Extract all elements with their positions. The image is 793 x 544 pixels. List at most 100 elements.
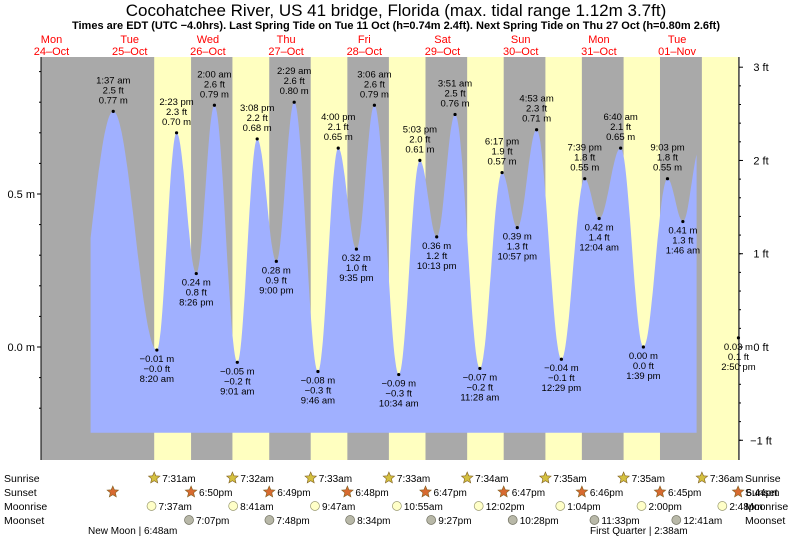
tide-labels: 1:37 am2.5 ft0.77 m−0.01 m−0.0 ft8:20 am… bbox=[96, 66, 756, 409]
tide-ft-label: 2.1 ft bbox=[328, 122, 349, 133]
tide-m-label: 0.55 m bbox=[653, 163, 682, 174]
sunrise-time-label: 7:36am bbox=[710, 474, 743, 485]
moonrise-icon bbox=[146, 501, 157, 511]
sunset-time-label: 6:45pm bbox=[668, 488, 701, 499]
tide-time-label: 1:46 am bbox=[666, 246, 700, 257]
tide-ft-label: −0.0 ft bbox=[143, 364, 170, 375]
day-weekday-label: Mon bbox=[41, 34, 62, 46]
tide-time-label: 6:40 am bbox=[603, 112, 637, 123]
day-weekday-label: Wed bbox=[197, 34, 219, 46]
tide-ft-label: 1.2 ft bbox=[426, 251, 447, 262]
left-axis-tick-label: 0.5 m bbox=[7, 189, 35, 201]
tide-point bbox=[372, 103, 377, 107]
tide-time-label: 12:29 pm bbox=[542, 383, 582, 394]
tide-m-label: 0.39 m bbox=[503, 232, 532, 243]
sunset-time-label: 6:47pm bbox=[433, 488, 466, 499]
tide-ft-label: 2.2 ft bbox=[247, 113, 268, 124]
moonrise-time-label: 7:37am bbox=[159, 502, 192, 513]
moonset-row-label-right: Moonset bbox=[745, 515, 785, 527]
tide-time-label: 3:08 pm bbox=[240, 103, 274, 114]
tide-ft-label: 0.8 ft bbox=[186, 288, 207, 299]
tide-time-label: 8:20 am bbox=[140, 374, 174, 385]
tide-ft-label: 1.9 ft bbox=[491, 147, 512, 158]
sunset-row-label-right: Sunset bbox=[745, 487, 778, 499]
sunrise-time-label: 7:32am bbox=[240, 474, 273, 485]
tide-point bbox=[418, 158, 422, 162]
sunrise-icon bbox=[225, 471, 239, 484]
sunrise-time-label: 7:34am bbox=[475, 474, 508, 485]
tide-point bbox=[500, 170, 504, 175]
sunrise-icon bbox=[538, 471, 552, 484]
tide-time-label: 9:46 am bbox=[301, 395, 335, 406]
moonrise-icon bbox=[392, 501, 402, 511]
tide-point bbox=[736, 336, 741, 340]
sunset-icon bbox=[106, 485, 120, 498]
moonset-icon bbox=[184, 515, 194, 525]
tide-time-label: 9:01 am bbox=[220, 386, 254, 397]
sunrise-icon bbox=[460, 471, 474, 484]
tide-m-label: 0.57 m bbox=[488, 157, 517, 168]
tide-point bbox=[292, 100, 296, 104]
sunset-time-label: 6:48pm bbox=[355, 488, 388, 499]
tide-m-label: 0.32 m bbox=[342, 253, 371, 264]
tide-m-label: 0.28 m bbox=[262, 265, 291, 276]
tide-time-label: 2:50 pm bbox=[721, 362, 755, 373]
tide-time-label: 1:39 pm bbox=[626, 371, 660, 382]
tide-m-label: 0.68 m bbox=[243, 123, 272, 134]
sunset-time-label: 6:44pm bbox=[746, 488, 779, 499]
sunset-row-label-left: Sunset bbox=[4, 487, 37, 499]
tide-m-label: 0.55 m bbox=[570, 163, 599, 174]
tide-point bbox=[619, 146, 623, 150]
tide-point bbox=[559, 357, 563, 361]
moonrise-time-label: 8:41am bbox=[240, 502, 273, 513]
tide-time-label: 10:34 am bbox=[379, 399, 419, 410]
tide-time-label: 9:35 pm bbox=[339, 273, 373, 284]
tide-m-label: 0.65 m bbox=[324, 132, 353, 143]
tide-ft-label: −0.3 ft bbox=[305, 385, 332, 396]
sunrise-icon bbox=[695, 471, 709, 484]
sunset-icon bbox=[262, 485, 276, 498]
tide-time-label: 9:03 pm bbox=[650, 143, 684, 154]
tide-time-label: 4:00 pm bbox=[321, 112, 355, 123]
chart-subtitle: Times are EDT (UTC −4.0hrs). Last Spring… bbox=[72, 20, 720, 32]
tide-m-label: 0.24 m bbox=[182, 278, 211, 289]
day-date-label: 25–Oct bbox=[112, 46, 147, 58]
sunrise-icon bbox=[147, 471, 161, 484]
tide-m-label: 0.36 m bbox=[422, 241, 451, 252]
day-weekday-label: Tue bbox=[668, 34, 687, 46]
moonrise-icon bbox=[310, 501, 320, 511]
tide-m-label: 0.79 m bbox=[360, 89, 389, 100]
tide-time-label: 9:00 pm bbox=[259, 285, 293, 296]
tide-ft-label: 2.5 ft bbox=[444, 88, 465, 99]
daylight-band bbox=[701, 57, 739, 460]
sunrise-time-label: 7:35am bbox=[632, 474, 665, 485]
moonset-row-label-left: Moonset bbox=[4, 515, 44, 527]
tide-ft-label: 1.0 ft bbox=[346, 263, 367, 274]
moonrise-icon bbox=[555, 501, 566, 511]
tide-time-label: 8:26 pm bbox=[179, 298, 213, 309]
moonset-icon bbox=[345, 515, 355, 525]
day-headers: Mon24–OctTue25–OctWed26–OctThu27–OctFri2… bbox=[34, 34, 697, 58]
tide-m-label: 0.41 m bbox=[668, 226, 697, 237]
sunset-icon bbox=[340, 485, 354, 498]
astro-rows: Sunrise Sunrise Sunset Sunset Moonrise Moonri… bbox=[4, 471, 788, 537]
sunset-icon bbox=[184, 485, 198, 498]
moonset-icon bbox=[264, 515, 275, 525]
tide-ft-label: −0.1 ft bbox=[548, 373, 575, 384]
day-weekday-label: Thu bbox=[277, 34, 296, 46]
tide-point bbox=[681, 219, 685, 224]
sunset-time-label: 6:50pm bbox=[199, 488, 232, 499]
sunrise-icon bbox=[617, 471, 631, 484]
sunset-icon bbox=[653, 485, 667, 498]
tide-ft-label: 1.8 ft bbox=[657, 153, 678, 164]
sunrise-row-label-right: Sunrise bbox=[745, 473, 781, 485]
day-weekday-label: Fri bbox=[358, 34, 371, 46]
moonrise-icon bbox=[717, 501, 728, 511]
moonrise-time-label: 1:04pm bbox=[567, 502, 600, 513]
tide-point bbox=[212, 103, 217, 107]
moonrise-icon bbox=[473, 501, 484, 511]
tide-ft-label: 0.9 ft bbox=[266, 275, 287, 286]
sunrise-time-label: 7:31am bbox=[162, 474, 195, 485]
tide-time-label: 7:39 pm bbox=[568, 143, 602, 154]
tide-m-label: 0.71 m bbox=[522, 114, 551, 125]
